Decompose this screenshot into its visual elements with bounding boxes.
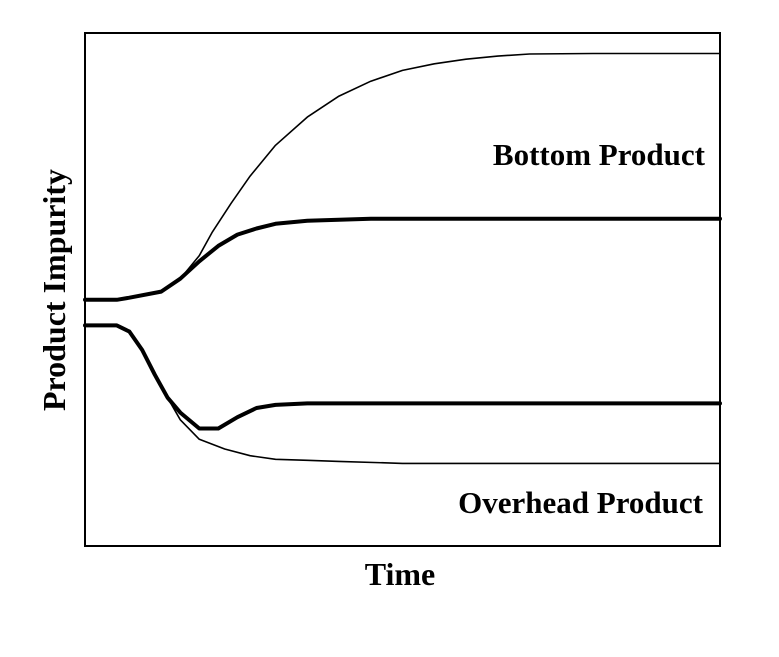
plot-area-frame bbox=[84, 32, 721, 547]
bottom-product-thick-line bbox=[83, 216, 722, 302]
series-layer bbox=[83, 52, 722, 465]
overhead-product-annotation: Overhead Product bbox=[458, 485, 703, 520]
overhead-product-thin-line bbox=[84, 324, 721, 465]
bottom-product-annotation: Bottom Product bbox=[493, 137, 706, 172]
overhead-product-thick-line bbox=[83, 323, 722, 431]
x-axis-label: Time bbox=[365, 556, 436, 592]
y-axis-label: Product Impurity bbox=[36, 169, 72, 411]
bottom-product-thin-line bbox=[84, 52, 721, 301]
